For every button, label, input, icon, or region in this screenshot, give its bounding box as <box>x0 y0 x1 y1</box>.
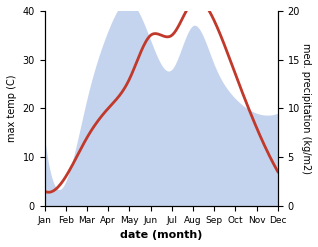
Y-axis label: max temp (C): max temp (C) <box>7 75 17 142</box>
Y-axis label: med. precipitation (kg/m2): med. precipitation (kg/m2) <box>301 43 311 174</box>
X-axis label: date (month): date (month) <box>120 230 203 240</box>
